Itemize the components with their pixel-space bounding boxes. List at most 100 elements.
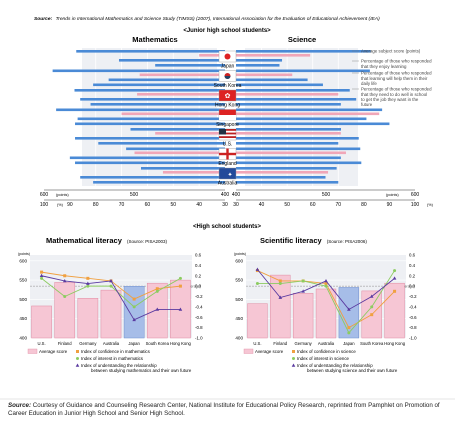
index-marker-triangle <box>132 317 136 322</box>
index-marker-square <box>40 270 44 274</box>
literacy-right-tick: 0.2 <box>195 273 202 278</box>
science-literacy-chart: 600 550 500 450 400 (points) 0.6 0.4 0.2 0.0 -0.2 -… <box>234 252 417 373</box>
junior-bars <box>52 50 390 184</box>
index-marker-square <box>393 289 397 293</box>
index-marker-square <box>132 297 136 301</box>
math-panel <box>82 48 217 186</box>
country-label-japan: Japan <box>221 64 235 70</box>
top-source-text: Trends in International Mathematics and … <box>56 16 380 22</box>
australia-flag-star: ✦ <box>227 172 232 179</box>
math-bar-u-s <box>98 142 225 145</box>
index-marker-circle <box>86 284 90 288</box>
science-bar-england <box>236 151 346 155</box>
science-points-unit: (points) <box>386 193 399 197</box>
us-flag-canton <box>219 129 226 135</box>
math-percent-tick: 30 <box>222 202 228 208</box>
literacy-right-tick: 0.4 <box>409 263 416 268</box>
average-score-bar-australia <box>315 288 337 339</box>
index-marker-circle <box>393 269 397 273</box>
science-literacy-title-text: Scientific literacy <box>260 236 323 245</box>
country-label-south-korea: South Korea <box>214 83 242 89</box>
korea-flag-half <box>224 76 231 79</box>
country-label-u-s: U.S. <box>223 142 233 148</box>
math-bar-hong-kong <box>80 98 225 101</box>
science-bar-japan <box>236 64 280 67</box>
science-bar-u-s <box>236 132 341 135</box>
index-marker-triangle <box>86 281 90 285</box>
math-bar-england <box>75 161 226 165</box>
math-bar-japan <box>118 59 225 62</box>
literacy-left-tick: 550 <box>235 278 243 283</box>
england-flag-cross-h <box>219 152 236 156</box>
country-label-australia: Australia <box>218 181 238 187</box>
science-bar-singapore <box>236 122 390 126</box>
top-source-line: Source: Trends in International Mathemat… <box>34 16 380 22</box>
science-literacy-title: Scientific literacy (Source: PISA2006) <box>260 236 367 245</box>
index-marker-circle <box>155 289 159 293</box>
index-marker-circle <box>255 282 259 286</box>
literacy-right-tick: -0.8 <box>195 325 203 330</box>
literacy-left-tick: 550 <box>19 278 27 283</box>
index-marker-triangle <box>369 294 374 298</box>
literacy-legend-average: Average score <box>39 349 68 354</box>
us-flag-stripe <box>219 132 236 135</box>
index-marker-circle <box>370 305 374 309</box>
literacy-category-australia: Australia <box>103 341 120 346</box>
math-bar-south-korea <box>108 78 225 82</box>
math-bar-australia <box>162 171 225 174</box>
literacy-legend-average: Average score <box>255 349 284 354</box>
index-marker-circle <box>301 279 305 283</box>
literacy-right-tick: 0.4 <box>195 263 202 268</box>
legend-swatch-interest <box>76 357 79 360</box>
index-marker-triangle <box>178 307 183 311</box>
literacy-right-tick: -0.4 <box>195 304 203 309</box>
math-bar-england <box>69 156 225 160</box>
science-bar-england <box>236 161 362 165</box>
literacy-category-hong-kong: Hong Kong <box>384 341 406 346</box>
index-marker-triangle <box>109 278 113 283</box>
math-bar-england <box>126 147 225 151</box>
math-bar-hong-kong <box>74 89 225 92</box>
math-percent-tick: 70 <box>119 202 125 208</box>
science-percent-tick: 50 <box>284 202 290 208</box>
index-marker-triangle <box>39 273 44 278</box>
math-literacy-title: Mathematical literacy (Source: PISA2003) <box>46 236 167 245</box>
average-score-bar-australia <box>100 289 122 339</box>
math-bar-australia <box>141 167 225 170</box>
science-bar-south-korea <box>236 69 370 73</box>
science-chart-title: Science <box>288 35 316 44</box>
footer-source-text: Courtesy of Guidance and Counseling Rese… <box>8 402 440 417</box>
average-score-bar-germany <box>77 297 99 339</box>
math-bar-singapore <box>56 108 225 112</box>
literacy-right-tick: 0.6 <box>409 253 416 258</box>
flag-england: England <box>218 148 237 167</box>
science-bar-australia <box>236 176 326 179</box>
science-bar-hong-kong <box>236 98 357 101</box>
index-marker-triangle <box>62 278 67 283</box>
science-bar-singapore <box>236 108 383 112</box>
legend-swatch-understanding <box>75 363 80 367</box>
science-score-tick: 600 <box>411 192 420 198</box>
legend-swatch-understanding <box>291 363 296 367</box>
index-marker-square <box>86 276 90 280</box>
junior-flags: Japan South Korea ✿ Hong Kong Singapore U.S. E… <box>214 50 242 187</box>
average-score-bar-japan <box>123 286 145 339</box>
country-label-england: England <box>218 161 237 167</box>
legend-swatch-average <box>243 348 254 354</box>
science-legend-0: Average subject score (points) <box>361 49 421 54</box>
math-bar-south-korea <box>93 83 225 87</box>
junior-axes: 600 500 400 400 500 600 (points) (points) 100 90 8… <box>40 189 434 208</box>
average-score-bar-finland <box>54 282 76 339</box>
literacy-right-tick: 0.6 <box>195 253 202 258</box>
literacy-left-unit: (points) <box>234 252 246 256</box>
science-bar-u-s <box>236 137 359 140</box>
math-bar-hong-kong <box>90 103 226 106</box>
index-marker-square <box>347 326 351 330</box>
math-percent-tick: 40 <box>196 202 202 208</box>
us-flag-stripe <box>219 129 236 131</box>
literacy-left-tick: 400 <box>19 336 27 341</box>
literacy-category-hong-kong: Hong Kong <box>170 341 192 346</box>
science-bar-australia <box>236 167 337 170</box>
science-bar-japan <box>236 59 283 62</box>
